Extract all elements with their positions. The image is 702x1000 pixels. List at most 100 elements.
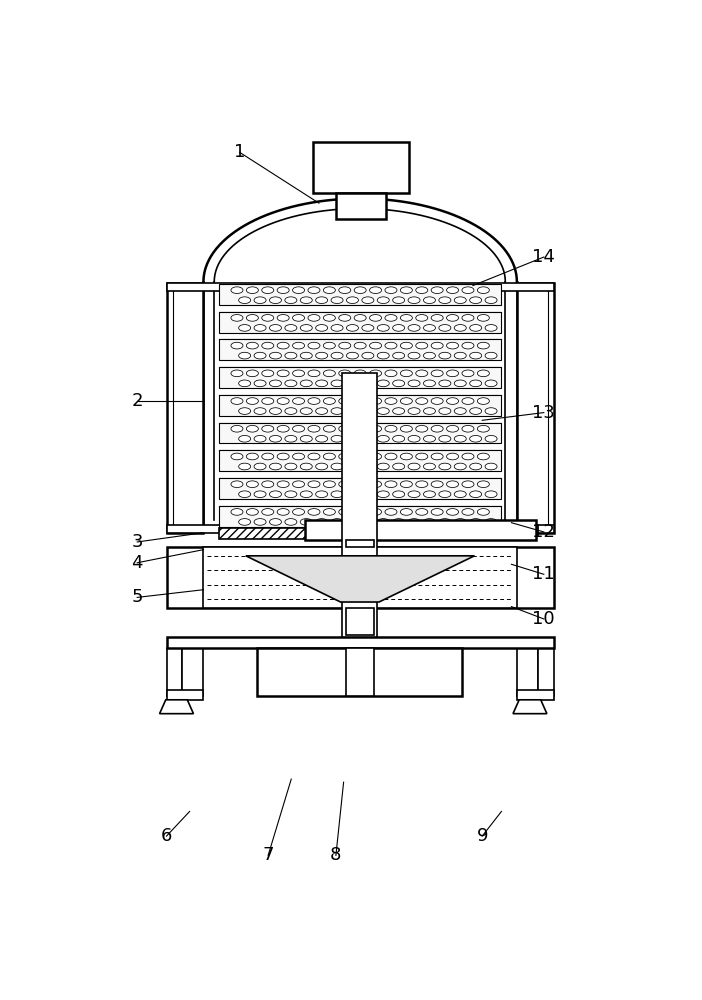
Ellipse shape	[231, 509, 243, 515]
Ellipse shape	[485, 297, 497, 304]
Ellipse shape	[262, 315, 274, 321]
Ellipse shape	[354, 342, 366, 349]
Ellipse shape	[300, 297, 312, 304]
Ellipse shape	[462, 509, 474, 515]
Ellipse shape	[277, 342, 289, 349]
Ellipse shape	[308, 315, 320, 321]
Ellipse shape	[246, 315, 258, 321]
Ellipse shape	[485, 519, 497, 525]
Ellipse shape	[462, 315, 474, 321]
Ellipse shape	[316, 408, 328, 414]
Ellipse shape	[446, 398, 458, 404]
Ellipse shape	[324, 481, 336, 488]
Ellipse shape	[400, 370, 412, 377]
Ellipse shape	[362, 519, 374, 525]
Ellipse shape	[446, 287, 458, 293]
Ellipse shape	[470, 435, 482, 442]
Ellipse shape	[485, 325, 497, 331]
Ellipse shape	[470, 491, 482, 498]
Ellipse shape	[446, 509, 458, 515]
Ellipse shape	[477, 342, 489, 349]
Ellipse shape	[262, 509, 274, 515]
Ellipse shape	[485, 352, 497, 359]
Ellipse shape	[392, 325, 404, 331]
Ellipse shape	[392, 297, 404, 304]
Ellipse shape	[293, 509, 305, 515]
Ellipse shape	[392, 519, 404, 525]
Ellipse shape	[354, 509, 366, 515]
Polygon shape	[246, 556, 475, 602]
Ellipse shape	[293, 481, 305, 488]
Ellipse shape	[354, 315, 366, 321]
Ellipse shape	[408, 519, 420, 525]
Ellipse shape	[347, 297, 359, 304]
Ellipse shape	[369, 315, 382, 321]
Text: 11: 11	[532, 565, 555, 583]
Ellipse shape	[462, 342, 474, 349]
Bar	[219, 312, 501, 333]
Ellipse shape	[454, 435, 466, 442]
Ellipse shape	[339, 370, 351, 377]
Ellipse shape	[423, 325, 435, 331]
Ellipse shape	[339, 453, 351, 460]
Bar	[219, 339, 501, 360]
Ellipse shape	[347, 380, 359, 387]
Bar	[219, 423, 501, 443]
Ellipse shape	[231, 398, 243, 404]
Ellipse shape	[262, 398, 274, 404]
Ellipse shape	[308, 398, 320, 404]
Ellipse shape	[324, 287, 336, 293]
Ellipse shape	[254, 435, 266, 442]
Ellipse shape	[369, 509, 382, 515]
Ellipse shape	[347, 463, 359, 470]
Ellipse shape	[324, 398, 336, 404]
Ellipse shape	[285, 325, 297, 331]
Ellipse shape	[408, 297, 420, 304]
Ellipse shape	[423, 491, 435, 498]
Ellipse shape	[454, 297, 466, 304]
Ellipse shape	[439, 519, 451, 525]
Ellipse shape	[362, 297, 374, 304]
Bar	[517, 690, 554, 700]
Ellipse shape	[416, 481, 428, 488]
Polygon shape	[159, 700, 194, 714]
Ellipse shape	[331, 325, 343, 331]
Ellipse shape	[239, 325, 251, 331]
Ellipse shape	[446, 453, 458, 460]
Ellipse shape	[254, 519, 266, 525]
Ellipse shape	[246, 453, 258, 460]
Ellipse shape	[439, 352, 451, 359]
Ellipse shape	[231, 481, 243, 488]
Ellipse shape	[308, 287, 320, 293]
Ellipse shape	[362, 463, 374, 470]
Ellipse shape	[308, 425, 320, 432]
Ellipse shape	[254, 352, 266, 359]
Ellipse shape	[231, 315, 243, 321]
Ellipse shape	[377, 519, 390, 525]
Ellipse shape	[316, 380, 328, 387]
Ellipse shape	[392, 380, 404, 387]
Ellipse shape	[293, 425, 305, 432]
Text: 7: 7	[263, 846, 274, 864]
Bar	[166, 690, 204, 700]
Text: 8: 8	[330, 846, 342, 864]
Ellipse shape	[308, 509, 320, 515]
Ellipse shape	[293, 315, 305, 321]
Ellipse shape	[331, 408, 343, 414]
Ellipse shape	[369, 398, 382, 404]
Ellipse shape	[339, 481, 351, 488]
Polygon shape	[513, 700, 547, 714]
Ellipse shape	[300, 380, 312, 387]
Ellipse shape	[331, 491, 343, 498]
Ellipse shape	[339, 315, 351, 321]
Ellipse shape	[377, 297, 390, 304]
Ellipse shape	[246, 481, 258, 488]
Ellipse shape	[423, 408, 435, 414]
Ellipse shape	[385, 287, 397, 293]
Ellipse shape	[277, 453, 289, 460]
Ellipse shape	[262, 287, 274, 293]
Ellipse shape	[246, 370, 258, 377]
Ellipse shape	[485, 491, 497, 498]
Ellipse shape	[454, 463, 466, 470]
Ellipse shape	[377, 463, 390, 470]
